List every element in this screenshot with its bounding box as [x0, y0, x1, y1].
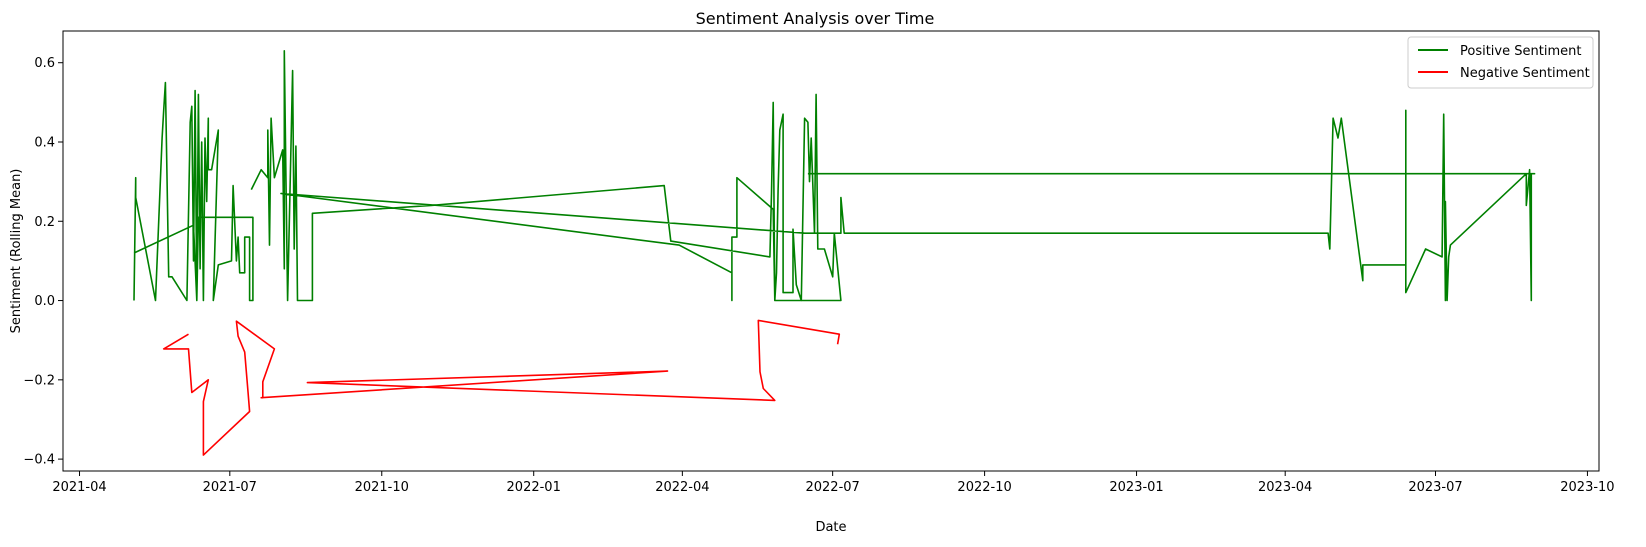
x-tick-label: 2023-04: [1258, 480, 1312, 495]
legend-box: [1407, 36, 1594, 89]
series-line-negative-1: [162, 319, 841, 456]
legend-label-negative: Negative Sentiment: [1460, 66, 1590, 81]
y-axis-label: Sentiment (Rolling Mean): [9, 169, 24, 334]
plot-frame: [62, 30, 1600, 472]
x-tick-label: 2023-10: [1560, 480, 1614, 495]
y-tick-label: 0.2: [34, 215, 55, 230]
legend-label-positive: Positive Sentiment: [1460, 44, 1581, 59]
x-tick-label: 2021-07: [203, 480, 257, 495]
x-tick-label: 2022-01: [507, 480, 561, 495]
x-tick-label: 2022-07: [805, 480, 859, 495]
x-tick-label: 2022-10: [957, 480, 1011, 495]
y-tick-label: 0.0: [34, 294, 55, 309]
y-tick-label: −0.2: [23, 373, 55, 388]
x-tick-label: 2023-01: [1109, 480, 1163, 495]
series-line-positive-1: [133, 81, 254, 302]
x-tick-label: 2021-10: [355, 480, 409, 495]
x-tick-label: 2023-07: [1408, 480, 1462, 495]
y-axis-ticks: −0.4 −0.2 0.0 0.2 0.4 0.6: [23, 56, 63, 468]
legend: Positive Sentiment Negative Sentiment: [1407, 36, 1594, 89]
x-tick-label: 2022-04: [655, 480, 709, 495]
y-tick-label: −0.4: [23, 453, 55, 468]
x-axis-ticks: 2021-04 2021-07 2021-10 2022-01 2022-04 2022-…: [52, 471, 1615, 495]
x-tick-label: 2021-04: [52, 480, 106, 495]
chart-title: Sentiment Analysis over Time: [696, 9, 935, 28]
x-axis-label: Date: [815, 520, 846, 535]
y-tick-label: 0.6: [34, 56, 55, 71]
series-line-positive-2: [250, 49, 1536, 302]
y-tick-label: 0.4: [34, 135, 55, 150]
plot-lines: [133, 49, 1536, 456]
